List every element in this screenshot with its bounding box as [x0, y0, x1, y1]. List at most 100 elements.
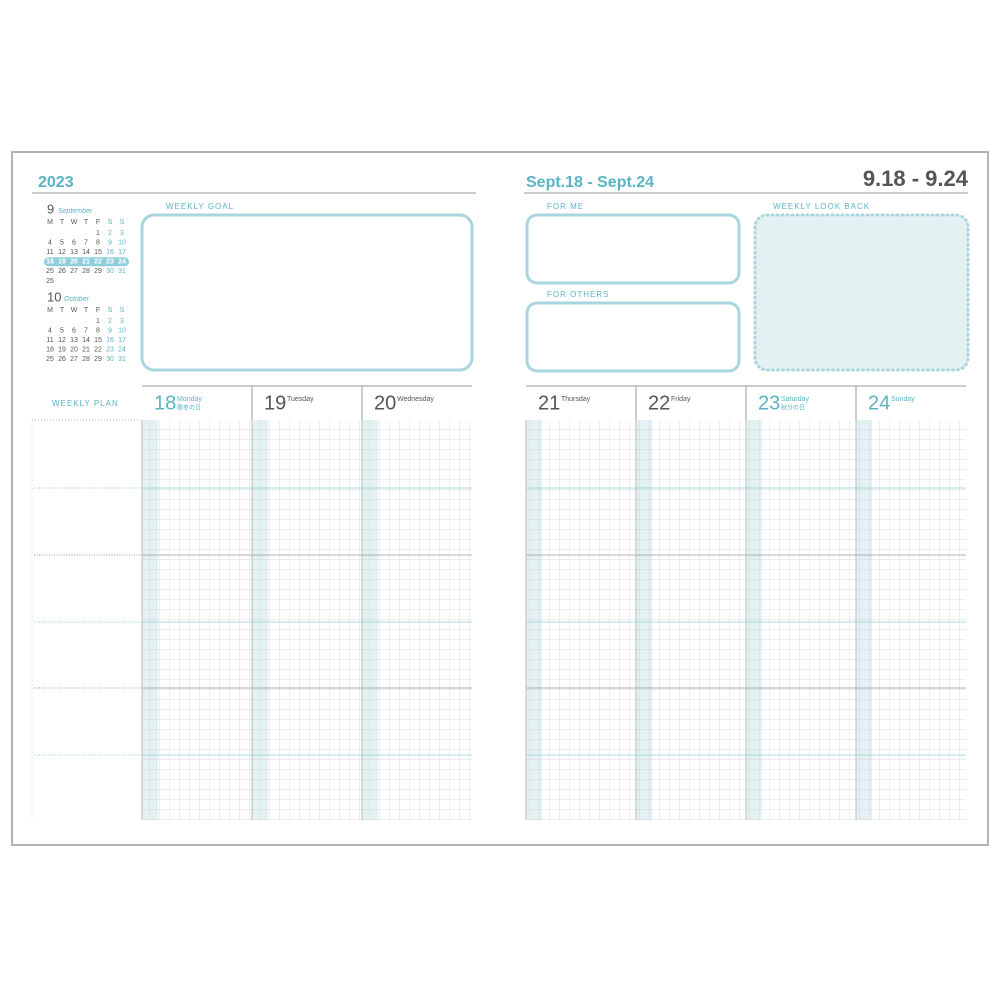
calendar-date: 15	[94, 249, 102, 256]
day-number: 20	[374, 392, 396, 414]
label: WEEKLY PLAN	[52, 399, 119, 408]
calendar-date: 11	[46, 249, 53, 256]
weekday: T	[84, 219, 89, 226]
calendar-date: 23	[106, 347, 114, 354]
calendar-date: 3	[120, 318, 124, 325]
grid	[636, 420, 746, 820]
grid	[526, 420, 636, 820]
calendar-date: 9	[108, 327, 112, 334]
week-range: Sept.18 - Sept.24	[526, 174, 654, 191]
label: FOR OTHERS	[547, 290, 609, 299]
calendar-date: 25	[46, 278, 54, 285]
weekday: W	[71, 219, 78, 226]
calendar-date: 1	[96, 318, 100, 325]
label: WEEKLY GOAL	[166, 202, 234, 211]
calendar-date: 18	[46, 259, 54, 266]
weekday: W	[71, 307, 78, 314]
day-number: 18	[154, 392, 176, 414]
calendar-date: 16	[106, 337, 114, 344]
for-others-box	[525, 301, 741, 373]
calendar-date: 18	[46, 347, 54, 354]
grid	[746, 420, 856, 820]
calendar-date: 30	[106, 268, 114, 275]
calendar-date: 14	[82, 249, 90, 256]
month-number: 10	[47, 289, 61, 304]
calendar-date: 25	[46, 268, 54, 275]
calendar-date: 24	[118, 347, 126, 354]
calendar-date: 14	[82, 337, 90, 344]
calendar-date: 7	[84, 327, 88, 334]
day-name: Tuesday	[287, 396, 314, 403]
calendar-date: 28	[82, 356, 90, 363]
calendar-date: 1	[96, 230, 100, 237]
calendar-date: 12	[58, 337, 66, 344]
grid	[362, 420, 472, 820]
label: WEEKLY LOOK BACK	[773, 202, 870, 211]
goal-box	[140, 213, 474, 372]
calendar-date: 4	[48, 239, 52, 246]
weekday: F	[96, 307, 100, 314]
day-name: Friday	[671, 396, 691, 403]
calendar-date: 22	[94, 347, 102, 354]
calendar-date: 5	[60, 239, 64, 246]
weekday: S	[120, 219, 125, 226]
grid	[252, 420, 362, 820]
weekday: F	[96, 219, 100, 226]
calendar-date: 29	[94, 268, 102, 275]
calendar-date: 22	[94, 259, 102, 266]
calendar-date: 21	[82, 347, 90, 354]
calendar-date: 7	[84, 239, 88, 246]
calendar-date: 8	[96, 327, 100, 334]
calendar-date: 10	[118, 239, 126, 246]
holiday: 敬老の日	[177, 404, 201, 412]
calendar-date: 12	[58, 249, 66, 256]
calendar-date: 20	[70, 259, 78, 266]
day-name: Thursday	[561, 396, 591, 403]
calendar-date: 23	[106, 259, 114, 266]
calendar-date: 26	[58, 268, 66, 275]
weekday: T	[60, 307, 65, 314]
day-number: 23	[758, 392, 780, 414]
weekday: S	[120, 307, 125, 314]
calendar-date: 31	[118, 356, 126, 363]
weekday: M	[47, 307, 53, 314]
day-name: Sunday	[891, 396, 915, 403]
weekday: T	[84, 307, 89, 314]
calendar-date: 2	[108, 318, 112, 325]
calendar-date: 19	[58, 259, 66, 266]
calendar-date: 10	[118, 327, 126, 334]
day-name: Monday	[177, 396, 202, 403]
day-number: 19	[264, 392, 286, 414]
weekday: M	[47, 219, 53, 226]
calendar-date: 27	[70, 356, 78, 363]
calendar-date: 21	[82, 259, 90, 266]
calendar-date: 30	[106, 356, 114, 363]
calendar-date: 28	[82, 268, 90, 275]
calendar-date: 25	[46, 356, 54, 363]
grid	[142, 420, 252, 820]
weekday: T	[60, 219, 65, 226]
year: 2023	[38, 174, 74, 191]
look-back-box	[753, 213, 970, 372]
holiday: 秋分の日	[781, 404, 805, 412]
calendar-date: 9	[108, 239, 112, 246]
calendar-date: 15	[94, 337, 102, 344]
weekday: S	[108, 307, 113, 314]
day-number: 21	[538, 392, 560, 414]
month-number: 9	[47, 201, 54, 216]
calendar-date: 17	[118, 249, 126, 256]
weekday: S	[108, 219, 113, 226]
day-number: 24	[868, 392, 890, 414]
day-name: Saturday	[781, 396, 810, 403]
label: FOR ME	[547, 202, 584, 211]
calendar-date: 19	[58, 347, 66, 354]
calendar-date: 11	[46, 337, 53, 344]
week-range-short: 9.18 - 9.24	[863, 166, 969, 191]
grid	[856, 420, 966, 820]
calendar-date: 17	[118, 337, 126, 344]
calendar-date: 8	[96, 239, 100, 246]
calendar-date: 4	[48, 327, 52, 334]
month-name: October	[64, 296, 90, 303]
calendar-date: 26	[58, 356, 66, 363]
